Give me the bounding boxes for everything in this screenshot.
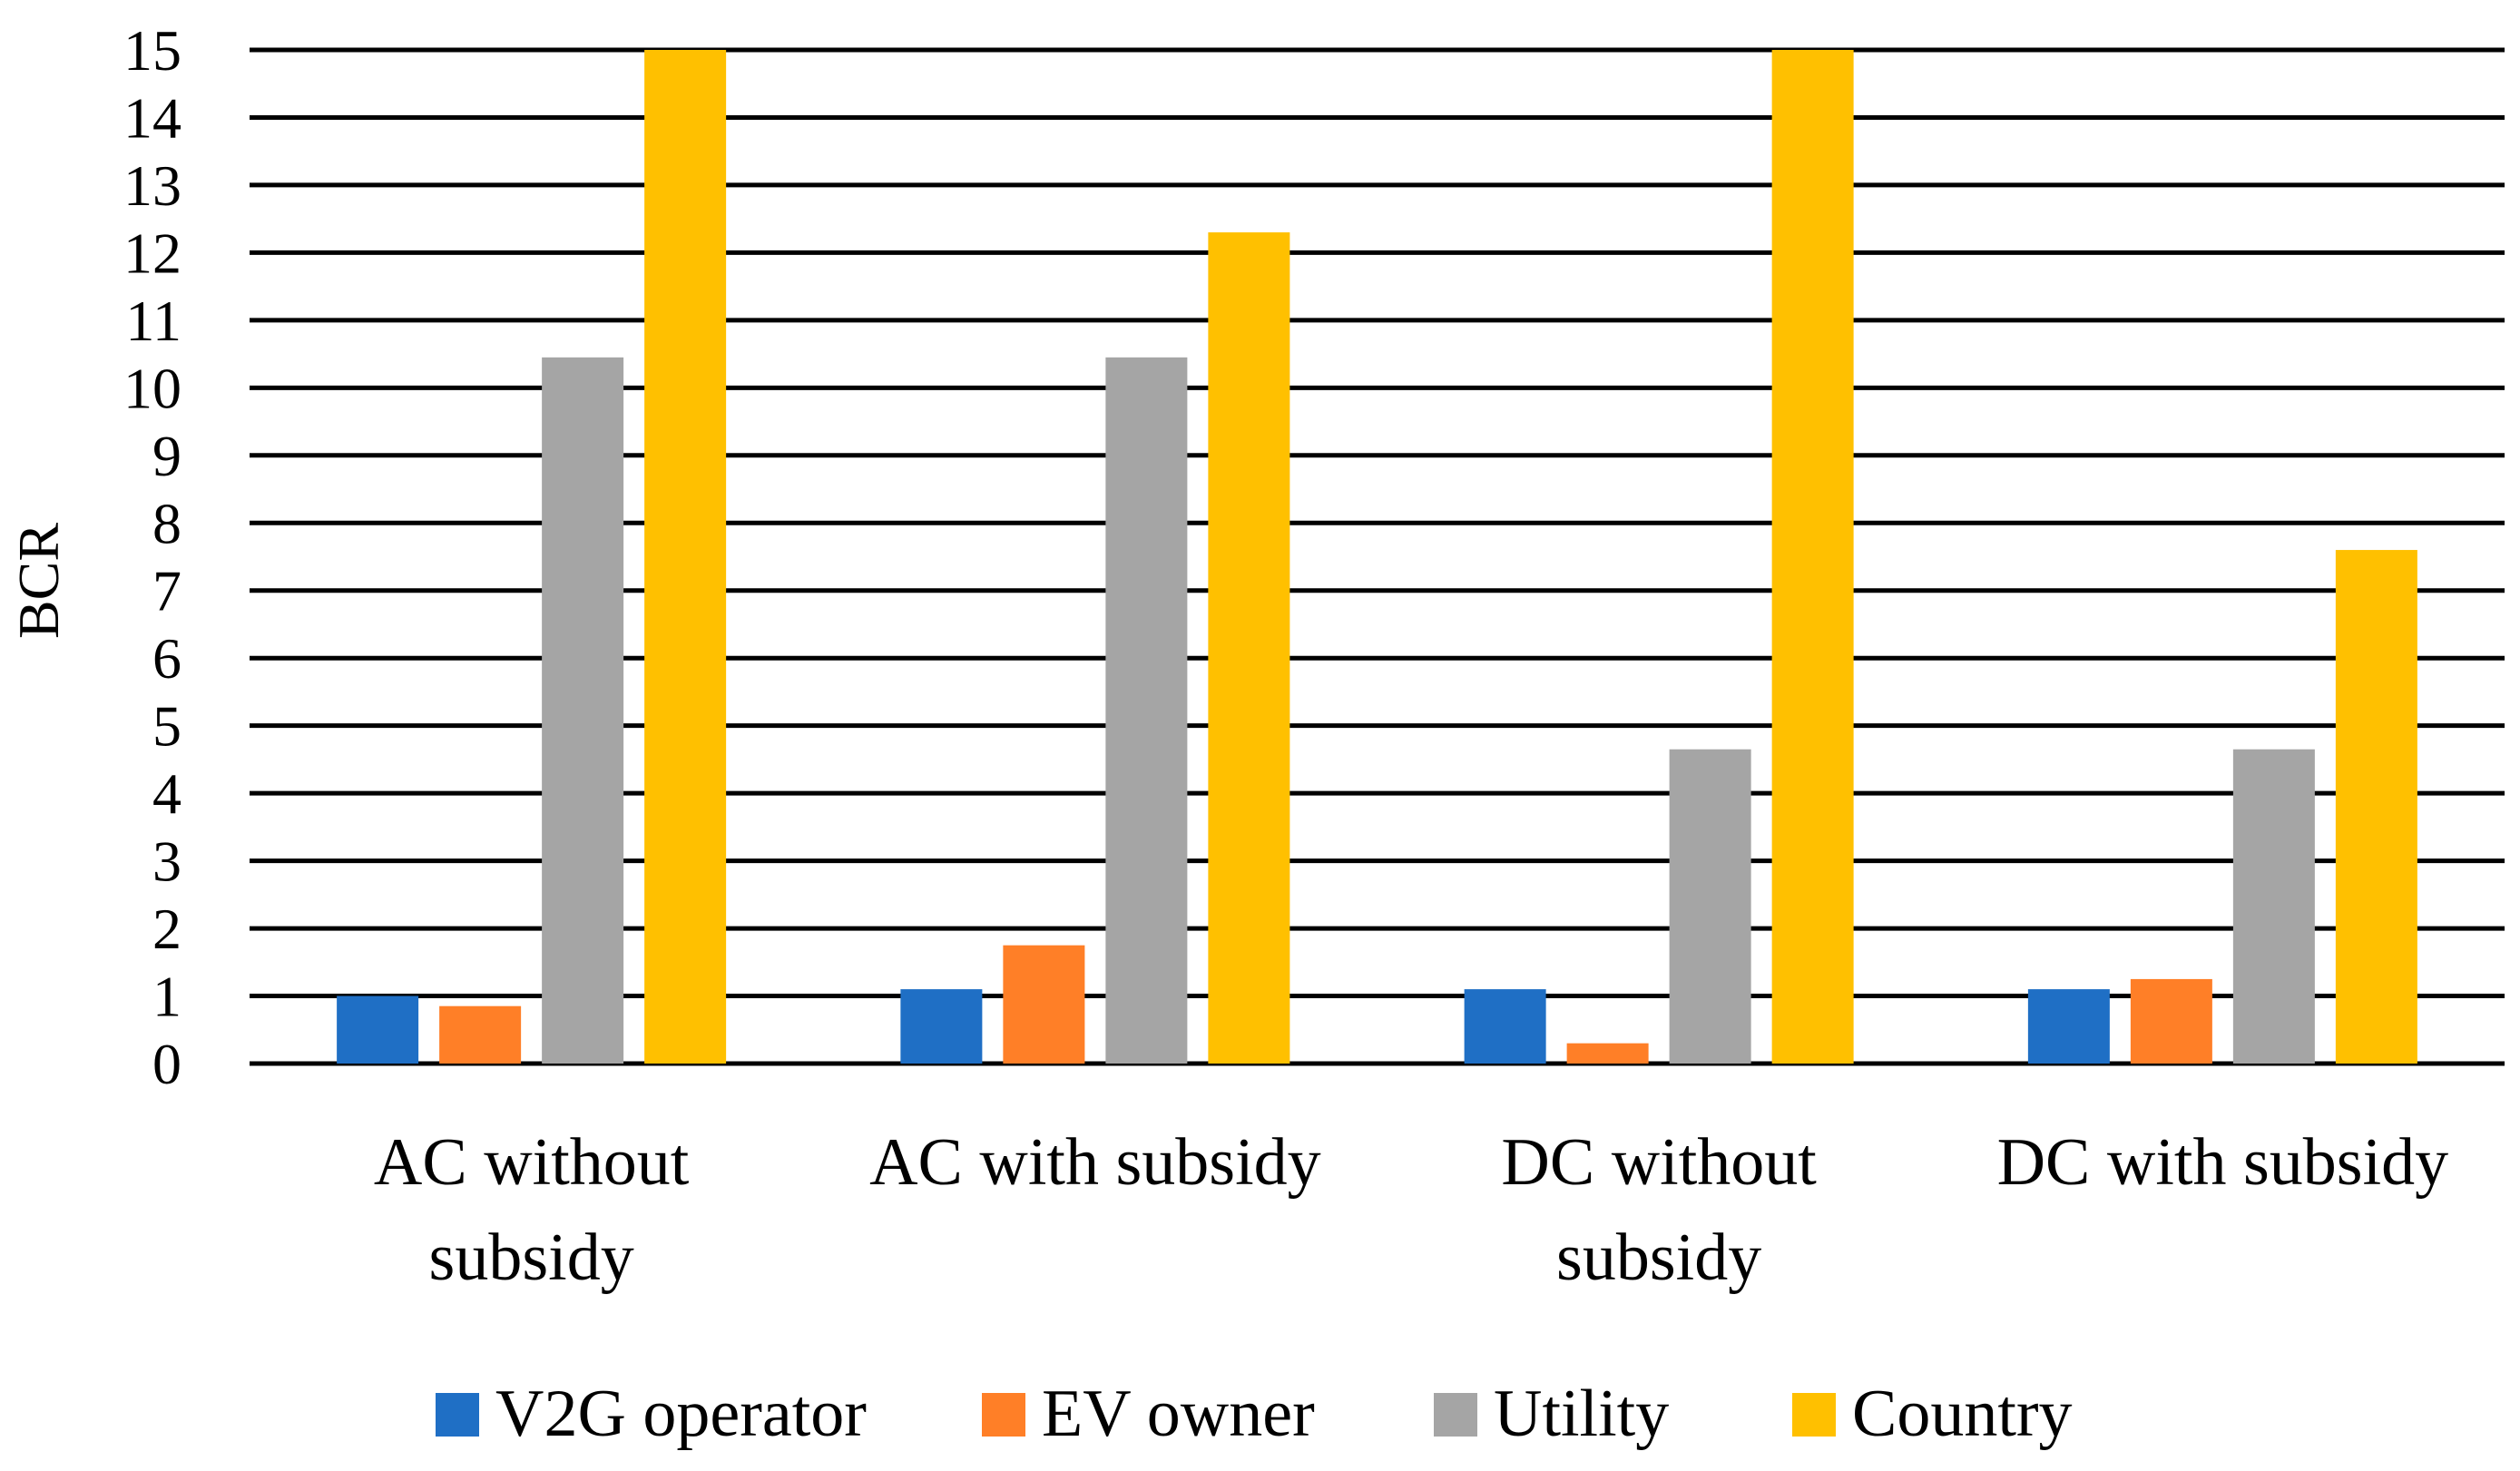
x-category-label: subsidy <box>429 1221 634 1295</box>
bar-country <box>1771 50 1854 1064</box>
bars <box>337 50 2417 1064</box>
bar-v2g-operator <box>1464 989 1546 1064</box>
legend-swatch <box>1792 1393 1836 1437</box>
legend-label: Utility <box>1494 1377 1669 1451</box>
gridlines <box>250 47 2505 1066</box>
y-tick-label: 10 <box>123 356 181 420</box>
y-tick-label: 7 <box>152 559 181 623</box>
x-axis-labels: AC without subsidy AC with subsidy DC witho… <box>374 1125 2448 1295</box>
x-category-label: DC without <box>1501 1125 1817 1200</box>
legend-swatch <box>436 1393 479 1437</box>
bar-utility <box>2232 749 2315 1064</box>
y-tick-label: 2 <box>152 897 181 961</box>
y-tick-label: 4 <box>152 761 181 826</box>
y-tick-label: 6 <box>152 626 181 691</box>
bar-country <box>2335 550 2417 1064</box>
y-tick-label: 0 <box>152 1032 181 1096</box>
y-tick-label: 3 <box>152 829 181 894</box>
bar-v2g-operator <box>2027 989 2110 1064</box>
legend-label: EV owner <box>1042 1377 1315 1451</box>
legend: V2G operator EV owner Utility Country <box>436 1377 2073 1451</box>
y-tick-label: 15 <box>123 18 181 83</box>
bar-ev-owner <box>1566 1043 1649 1064</box>
y-tick-label: 12 <box>123 221 181 285</box>
y-tick-label: 5 <box>152 694 181 759</box>
legend-label: V2G operator <box>495 1377 867 1451</box>
bar-utility <box>1105 357 1188 1064</box>
x-category-label: AC with subsidy <box>869 1125 1321 1200</box>
bar-ev-owner <box>2130 978 2212 1064</box>
x-category-label: AC without <box>374 1125 690 1200</box>
bar-v2g-operator <box>900 989 983 1064</box>
bar-v2g-operator <box>337 995 419 1064</box>
y-tick-label: 11 <box>125 289 181 353</box>
y-tick-label: 13 <box>123 153 181 218</box>
bar-utility <box>542 357 624 1064</box>
legend-swatch <box>1434 1393 1477 1437</box>
bar-country <box>1208 232 1290 1064</box>
x-category-label: DC with subsidy <box>1997 1125 2449 1200</box>
x-category-label: subsidy <box>1556 1221 1761 1295</box>
bar-country <box>644 50 727 1064</box>
y-tick-label: 8 <box>152 491 181 555</box>
y-tick-label: 14 <box>123 85 181 150</box>
legend-label: Country <box>1852 1377 2073 1451</box>
bar-ev-owner <box>1003 945 1085 1064</box>
legend-swatch <box>982 1393 1025 1437</box>
y-axis-label: BCR <box>6 523 71 639</box>
y-tick-label: 9 <box>152 424 181 488</box>
y-tick-label: 1 <box>152 965 181 1029</box>
bar-ev-owner <box>439 1005 522 1064</box>
bar-utility <box>1669 749 1751 1064</box>
